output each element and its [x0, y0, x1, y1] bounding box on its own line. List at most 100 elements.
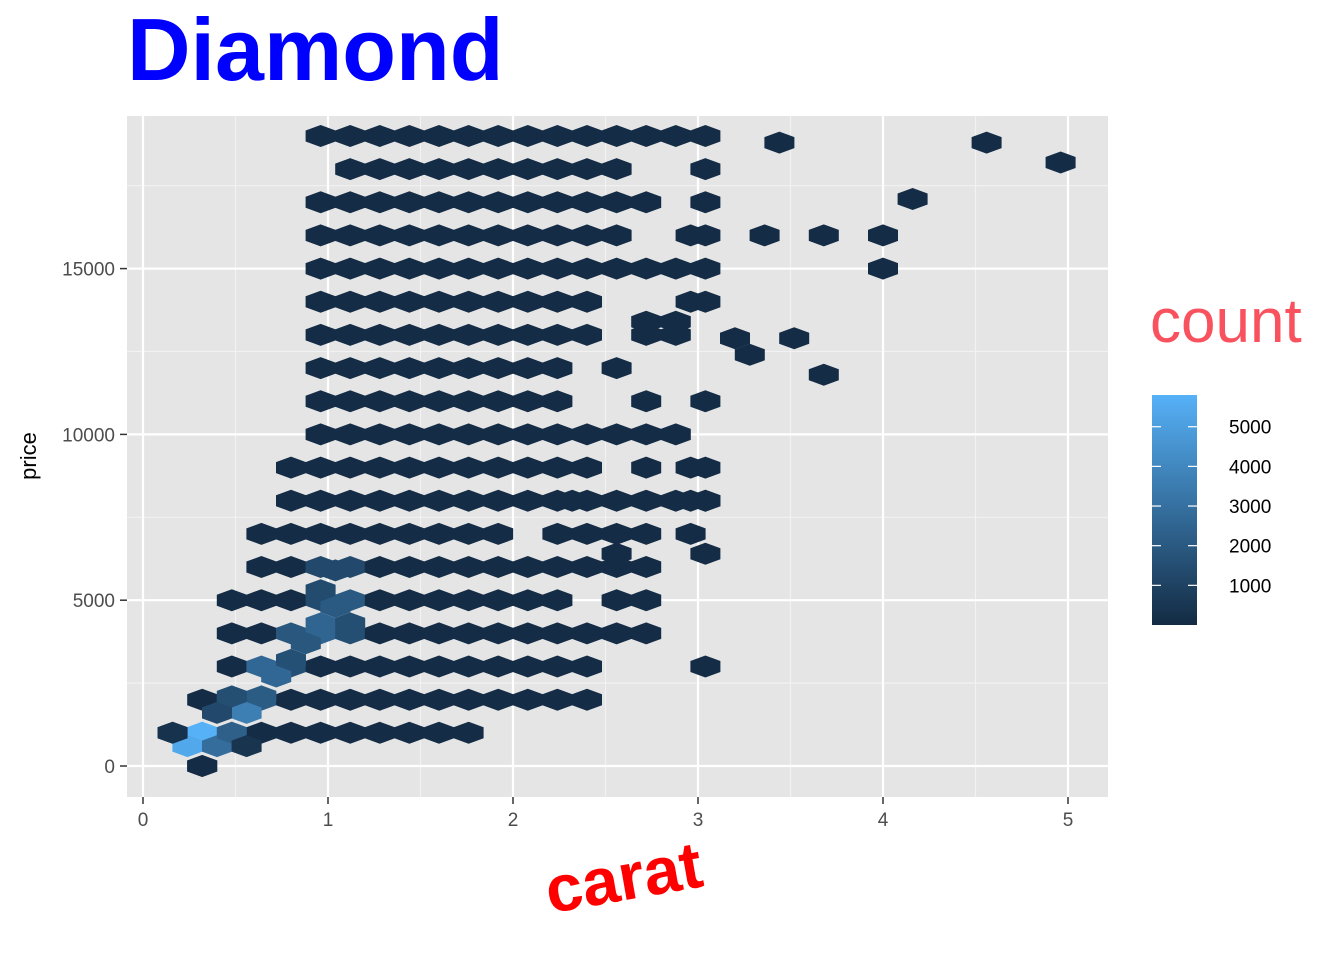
y-tick-label: 10000: [62, 425, 115, 446]
hex-cell: [394, 357, 425, 380]
hex-cell: [512, 556, 543, 578]
hex-cell: [453, 522, 484, 545]
hex-cell: [364, 655, 395, 678]
hex-cell: [631, 423, 662, 446]
hex-cell: [557, 489, 588, 512]
hex-cell: [483, 290, 514, 313]
hex-cell: [424, 622, 454, 645]
hex-cell: [394, 191, 425, 214]
hex-cell: [512, 456, 543, 479]
hex-cell: [690, 542, 721, 565]
hex-cell: [394, 456, 425, 479]
hex-cell: [542, 390, 573, 413]
hex-cell: [512, 191, 543, 214]
hex-cell: [335, 721, 366, 744]
hex-cell: [512, 655, 543, 678]
hex-cell: [660, 423, 691, 446]
hex-cell: [394, 390, 425, 413]
hex-cell: [631, 257, 662, 280]
hex-cell: [424, 589, 454, 612]
hex-cell: [542, 357, 573, 380]
hex-cell: [305, 456, 336, 479]
hex-cell: [453, 688, 484, 711]
hex-cell: [483, 158, 514, 181]
hex-cell: [394, 257, 425, 280]
hex-cell: [424, 456, 454, 479]
hex-cell: [690, 158, 721, 181]
hex-cell: [453, 456, 484, 479]
x-axis-label: carat: [539, 827, 707, 927]
hex-cell: [335, 290, 366, 313]
hex-cell-highlight: [305, 612, 336, 635]
hex-cell: [512, 390, 543, 413]
hex-cell: [601, 542, 632, 565]
hex-cell: [364, 224, 395, 247]
hex-cell: [394, 489, 425, 512]
hex-cell: [305, 423, 336, 446]
hex-cell-highlight: [290, 632, 321, 655]
hex-cell: [660, 310, 691, 333]
chart-title: Diamond: [127, 0, 503, 99]
hex-cell: [335, 423, 366, 446]
hex-cell: [542, 290, 573, 313]
hex-cell: [483, 489, 514, 512]
y-axis: 0 5000 10000 15000: [62, 260, 127, 778]
hex-cell: [690, 655, 721, 678]
hex-cell: [660, 125, 691, 147]
hex-cell: [424, 224, 454, 247]
legend-ticks: 1000 2000 3000 4000 5000: [1152, 418, 1271, 597]
hex-cell: [749, 224, 780, 247]
hex-cell: [305, 224, 336, 247]
hex-cell: [690, 257, 721, 280]
hex-cell: [675, 290, 706, 313]
hex-cell: [512, 125, 543, 147]
hex-cell: [542, 257, 573, 280]
x-tick-label: 5: [1063, 810, 1074, 831]
x-tick-label: 0: [138, 810, 149, 831]
hex-cell: [305, 522, 336, 545]
x-tick-label: 1: [323, 810, 334, 831]
hex-cell: [424, 688, 454, 711]
hex-cell: [394, 290, 425, 313]
hex-cell: [572, 456, 602, 479]
hex-cell: [542, 423, 573, 446]
hex-cell: [512, 224, 543, 247]
hex-cell: [601, 191, 632, 214]
hex-cell: [453, 323, 484, 346]
hex-cell: [335, 257, 366, 280]
hex-cell: [542, 125, 573, 147]
hex-cell: [720, 327, 750, 350]
hex-cell: [394, 655, 425, 678]
hex-cell: [483, 522, 514, 545]
hex-cell: [364, 323, 395, 346]
hex-cell: [394, 622, 425, 645]
hex-cell: [601, 489, 632, 512]
hex-cell: [868, 257, 898, 280]
hex-cell: [483, 125, 514, 147]
hex-cell: [572, 158, 602, 181]
hex-cell: [305, 191, 336, 214]
hex-cell: [631, 589, 662, 612]
hex-cell: [808, 224, 839, 247]
x-tick-label: 2: [508, 810, 519, 831]
hex-cell: [394, 224, 425, 247]
hex-cell: [394, 125, 425, 147]
hex-cell: [690, 456, 721, 479]
hex-cell: [424, 489, 454, 512]
hex-cell: [453, 655, 484, 678]
hex-cell: [631, 191, 662, 214]
hex-cell: [453, 390, 484, 413]
hex-cell: [1045, 151, 1076, 174]
hex-cell: [512, 622, 543, 645]
hex-cell: [512, 323, 543, 346]
hex-cell: [808, 363, 839, 386]
hex-cell: [364, 191, 395, 214]
hex-cell: [512, 357, 543, 380]
hex-cell: [572, 125, 602, 147]
hex-cell: [453, 489, 484, 512]
hex-cell: [216, 655, 247, 678]
hex-cell: [483, 589, 514, 612]
hex-cell: [542, 688, 573, 711]
hex-cell: [394, 688, 425, 711]
